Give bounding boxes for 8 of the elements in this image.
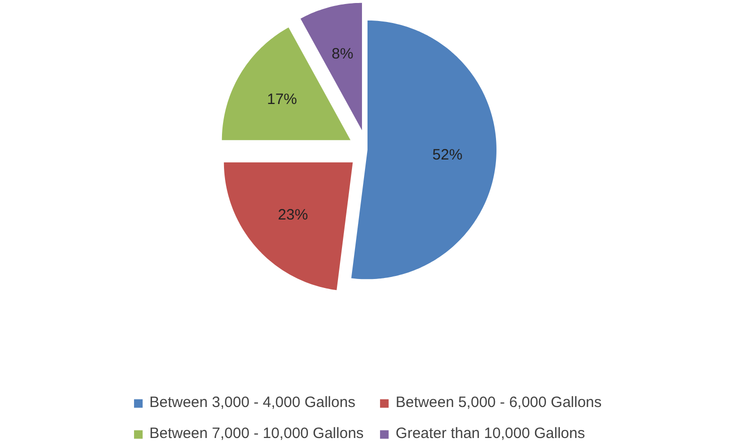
data-label: 52% bbox=[432, 146, 462, 164]
data-label: 8% bbox=[332, 46, 354, 63]
legend-label: Between 3,000 - 4,000 Gallons bbox=[149, 394, 356, 411]
legend-label: Greater than 10,000 Gallons bbox=[396, 425, 585, 442]
data-label: 17% bbox=[266, 91, 297, 108]
legend-label: Between 5,000 - 6,000 Gallons bbox=[396, 394, 602, 411]
legend-label: Between 7,000 - 10,000 Gallons bbox=[149, 425, 364, 442]
data-label: 23% bbox=[278, 206, 308, 224]
